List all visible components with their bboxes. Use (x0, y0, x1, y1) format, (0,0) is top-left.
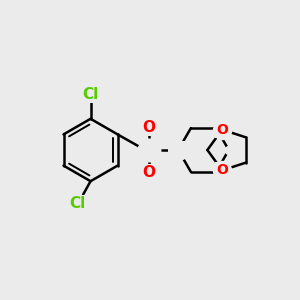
Text: Cl: Cl (70, 196, 86, 211)
Text: O: O (142, 120, 155, 135)
Text: Cl: Cl (70, 196, 86, 211)
Text: O: O (216, 123, 228, 136)
Text: O: O (216, 123, 228, 136)
Text: O: O (216, 164, 228, 177)
Text: O: O (142, 165, 155, 180)
Text: S: S (142, 141, 155, 159)
Text: S: S (142, 141, 155, 159)
Text: N: N (172, 142, 184, 158)
Text: Cl: Cl (82, 87, 99, 102)
Text: N: N (172, 142, 184, 158)
Text: Cl: Cl (82, 87, 99, 102)
Text: O: O (142, 165, 155, 180)
Text: O: O (142, 120, 155, 135)
Text: N: N (172, 142, 184, 158)
Text: O: O (216, 164, 228, 177)
